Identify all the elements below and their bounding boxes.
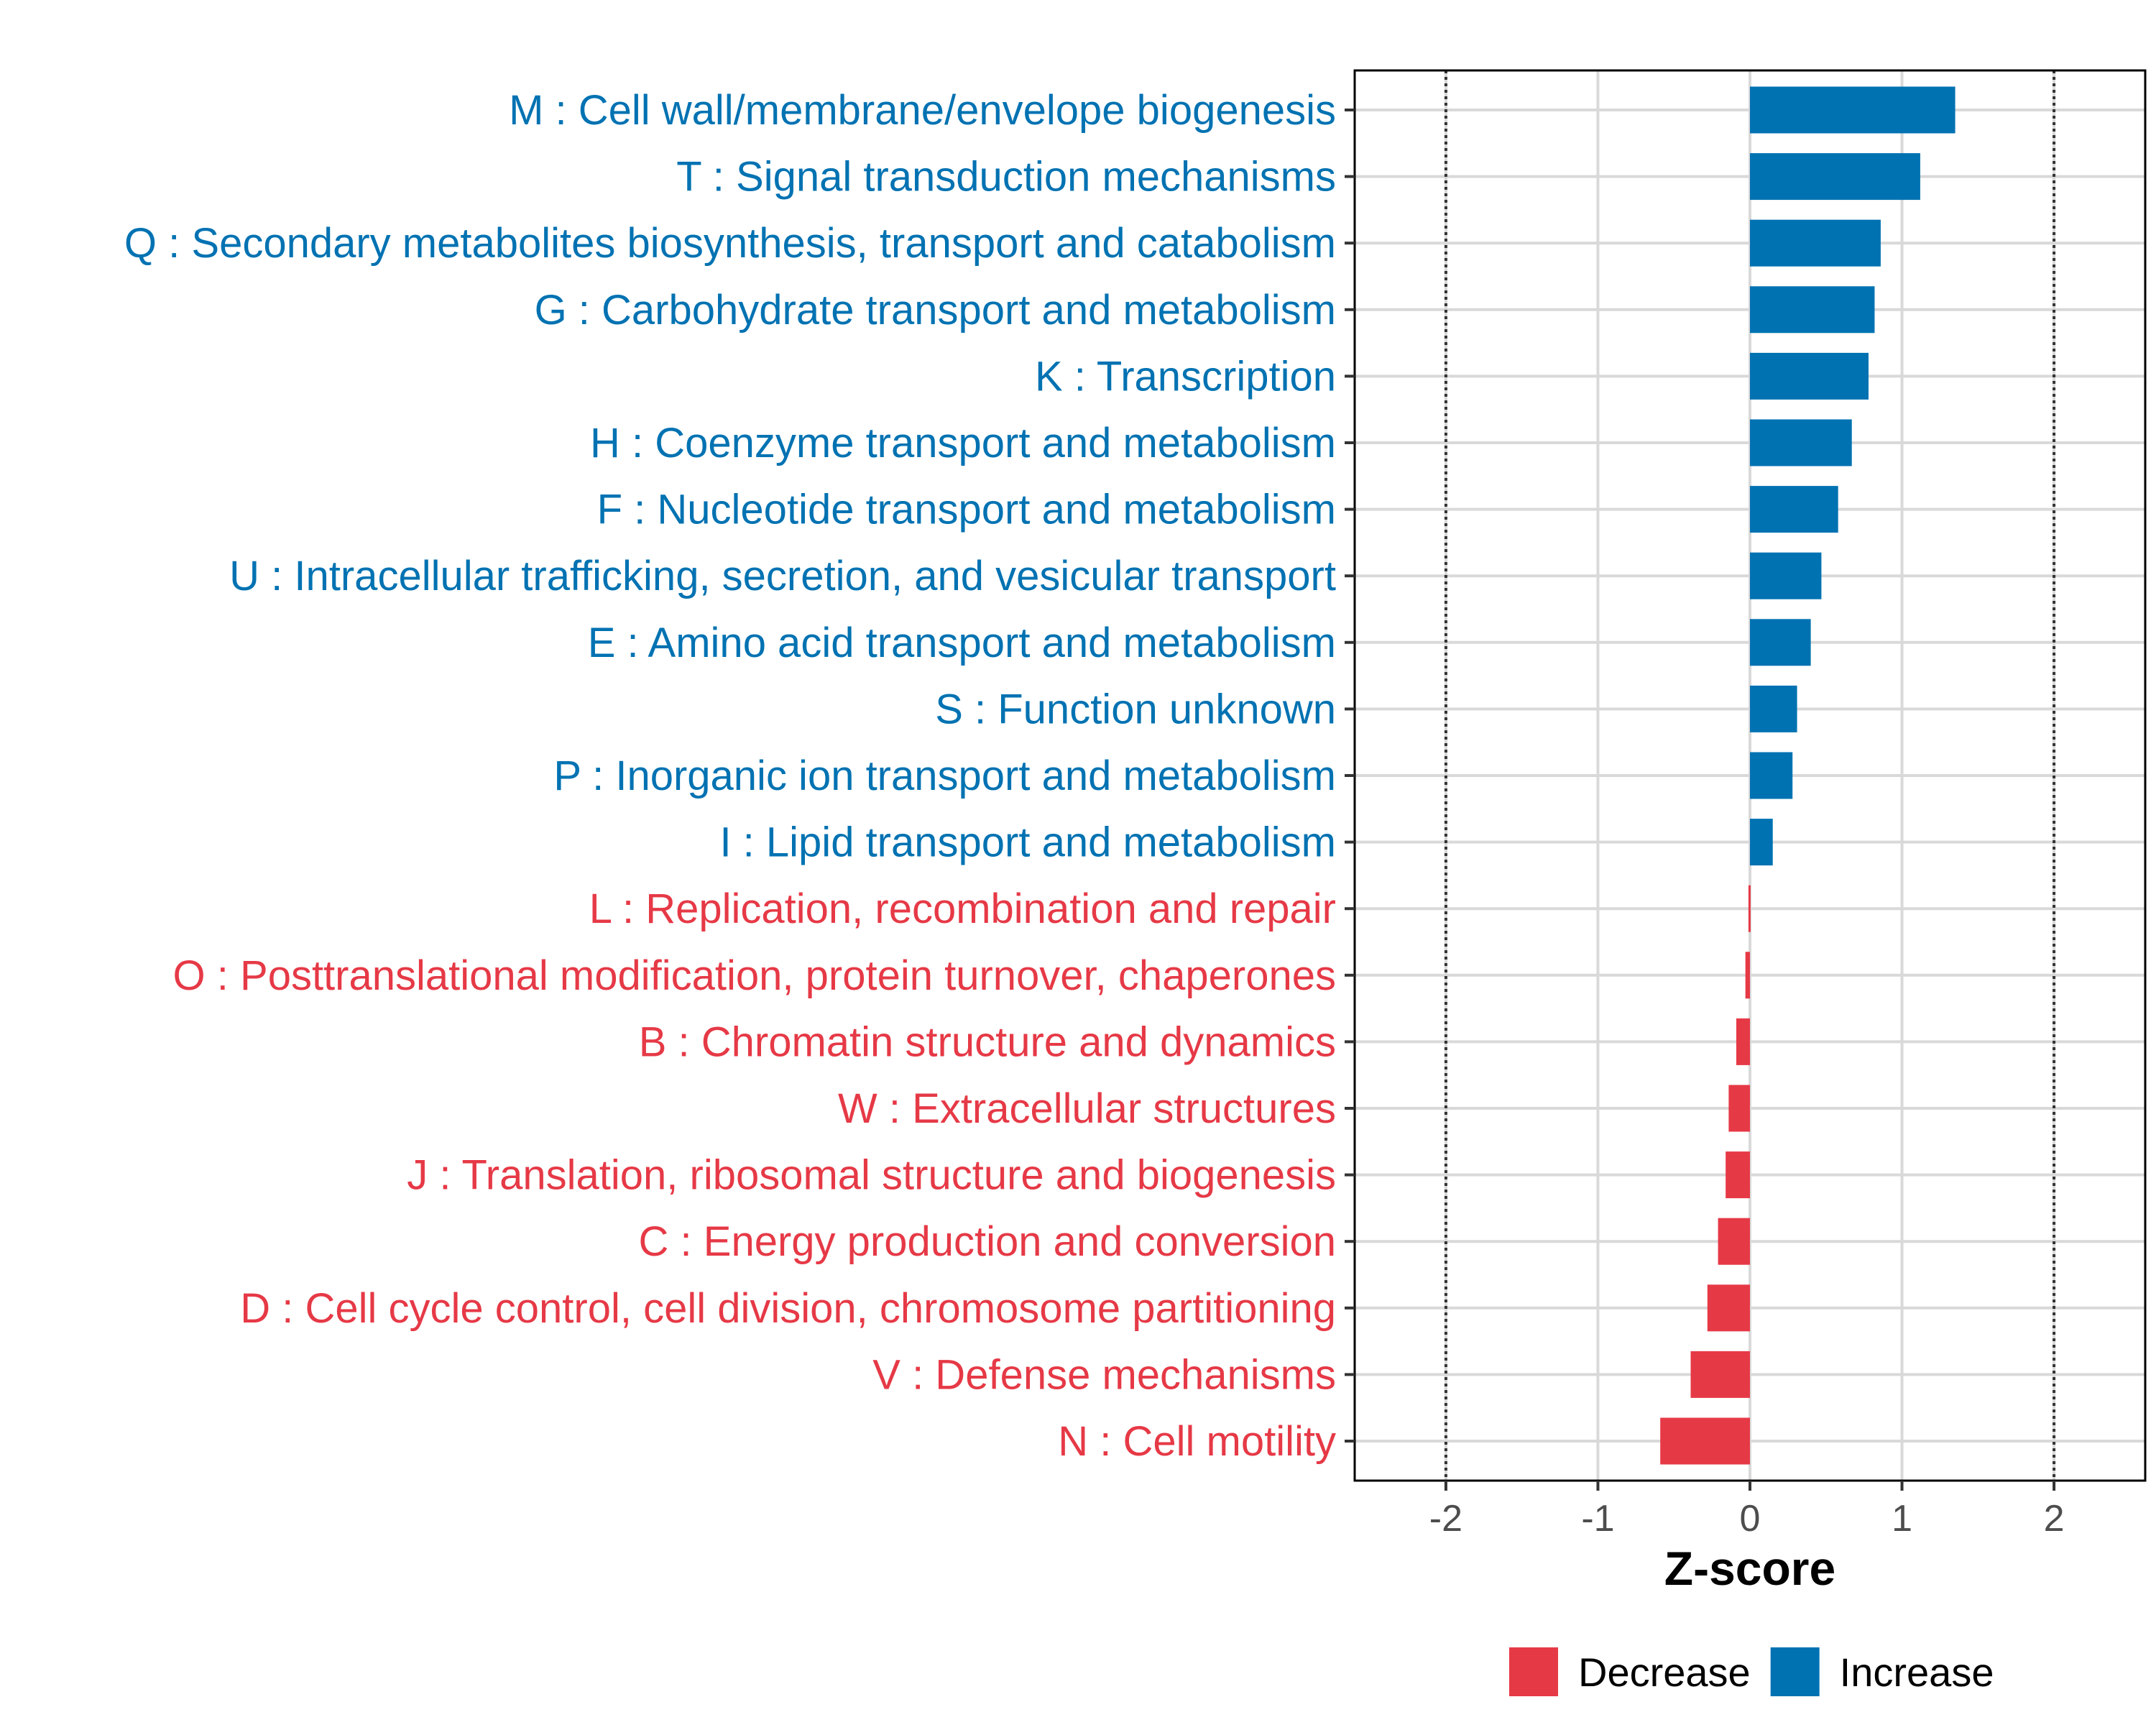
category-label: V : Defense mechanisms <box>872 1351 1336 1398</box>
bar <box>1750 352 1869 400</box>
bar <box>1750 419 1852 466</box>
bar <box>1750 219 1881 267</box>
category-label: U : Intracellular trafficking, secretion… <box>229 553 1336 599</box>
category-label: I : Lipid transport and metabolism <box>719 819 1336 866</box>
bar <box>1750 86 1955 134</box>
reference-lines <box>1444 70 2056 1481</box>
category-label: B : Chromatin structure and dynamics <box>639 1018 1336 1065</box>
category-label: T : Signal transduction mechanisms <box>676 154 1336 201</box>
category-label: J : Translation, ribosomal structure and… <box>407 1152 1336 1199</box>
x-axis-labels: -2 -1 0 1 2 <box>1429 1498 2065 1540</box>
y-axis-ticks <box>1345 109 1355 1443</box>
category-label: F : Nucleotide transport and metabolism <box>597 487 1336 533</box>
bar <box>1707 1284 1750 1332</box>
bar <box>1728 1085 1750 1132</box>
category-label: C : Energy production and conversion <box>639 1218 1336 1265</box>
legend-swatch <box>1770 1647 1820 1696</box>
legend-label: Increase <box>1840 1650 1994 1695</box>
bar <box>1726 1151 1750 1199</box>
category-label: E : Amino acid transport and metabolism <box>588 620 1336 666</box>
bar <box>1750 819 1773 866</box>
category-label: D : Cell cycle control, cell division, c… <box>240 1285 1336 1332</box>
x-tick-label: -2 <box>1429 1498 1462 1540</box>
x-axis-ticks <box>1444 1481 2056 1491</box>
legend-label: Decrease <box>1578 1650 1751 1695</box>
bar <box>1750 685 1797 732</box>
x-tick-label: 1 <box>1892 1498 1912 1540</box>
bar <box>1660 1417 1750 1465</box>
x-axis-title: Z-score <box>1664 1542 1835 1595</box>
category-label: L : Replication, recombination and repai… <box>589 886 1336 932</box>
category-label: N : Cell motility <box>1058 1418 1336 1465</box>
legend: Decrease Increase <box>1509 1647 1994 1696</box>
category-label: H : Coenzyme transport and metabolism <box>590 420 1336 466</box>
bar <box>1736 1018 1750 1065</box>
bar <box>1750 153 1920 201</box>
bar <box>1690 1351 1750 1398</box>
bar <box>1748 885 1751 932</box>
category-label: P : Inorganic ion transport and metaboli… <box>553 753 1336 799</box>
bar <box>1750 752 1793 799</box>
category-label: G : Carbohydrate transport and metabolis… <box>535 287 1336 334</box>
category-label: M : Cell wall/membrane/envelope biogenes… <box>509 87 1336 134</box>
category-label: Q : Secondary metabolites biosynthesis, … <box>124 220 1336 267</box>
bars <box>1660 86 1955 1465</box>
category-label: S : Function unknown <box>935 686 1336 732</box>
bar <box>1750 552 1822 599</box>
bar <box>1745 952 1750 999</box>
category-label: O : Posttranslational modification, prot… <box>173 952 1336 999</box>
bar <box>1718 1218 1750 1265</box>
bar <box>1750 286 1875 334</box>
y-axis-labels: M : Cell wall/membrane/envelope biogenes… <box>124 87 1336 1465</box>
category-label: K : Transcription <box>1035 353 1336 400</box>
category-label: W : Extracellular structures <box>838 1085 1336 1132</box>
bar <box>1750 619 1811 666</box>
x-tick-label: 0 <box>1740 1498 1761 1540</box>
legend-swatch <box>1509 1647 1558 1696</box>
x-tick-label: 2 <box>2044 1498 2065 1540</box>
x-tick-label: -1 <box>1581 1498 1614 1540</box>
bar <box>1750 486 1838 533</box>
